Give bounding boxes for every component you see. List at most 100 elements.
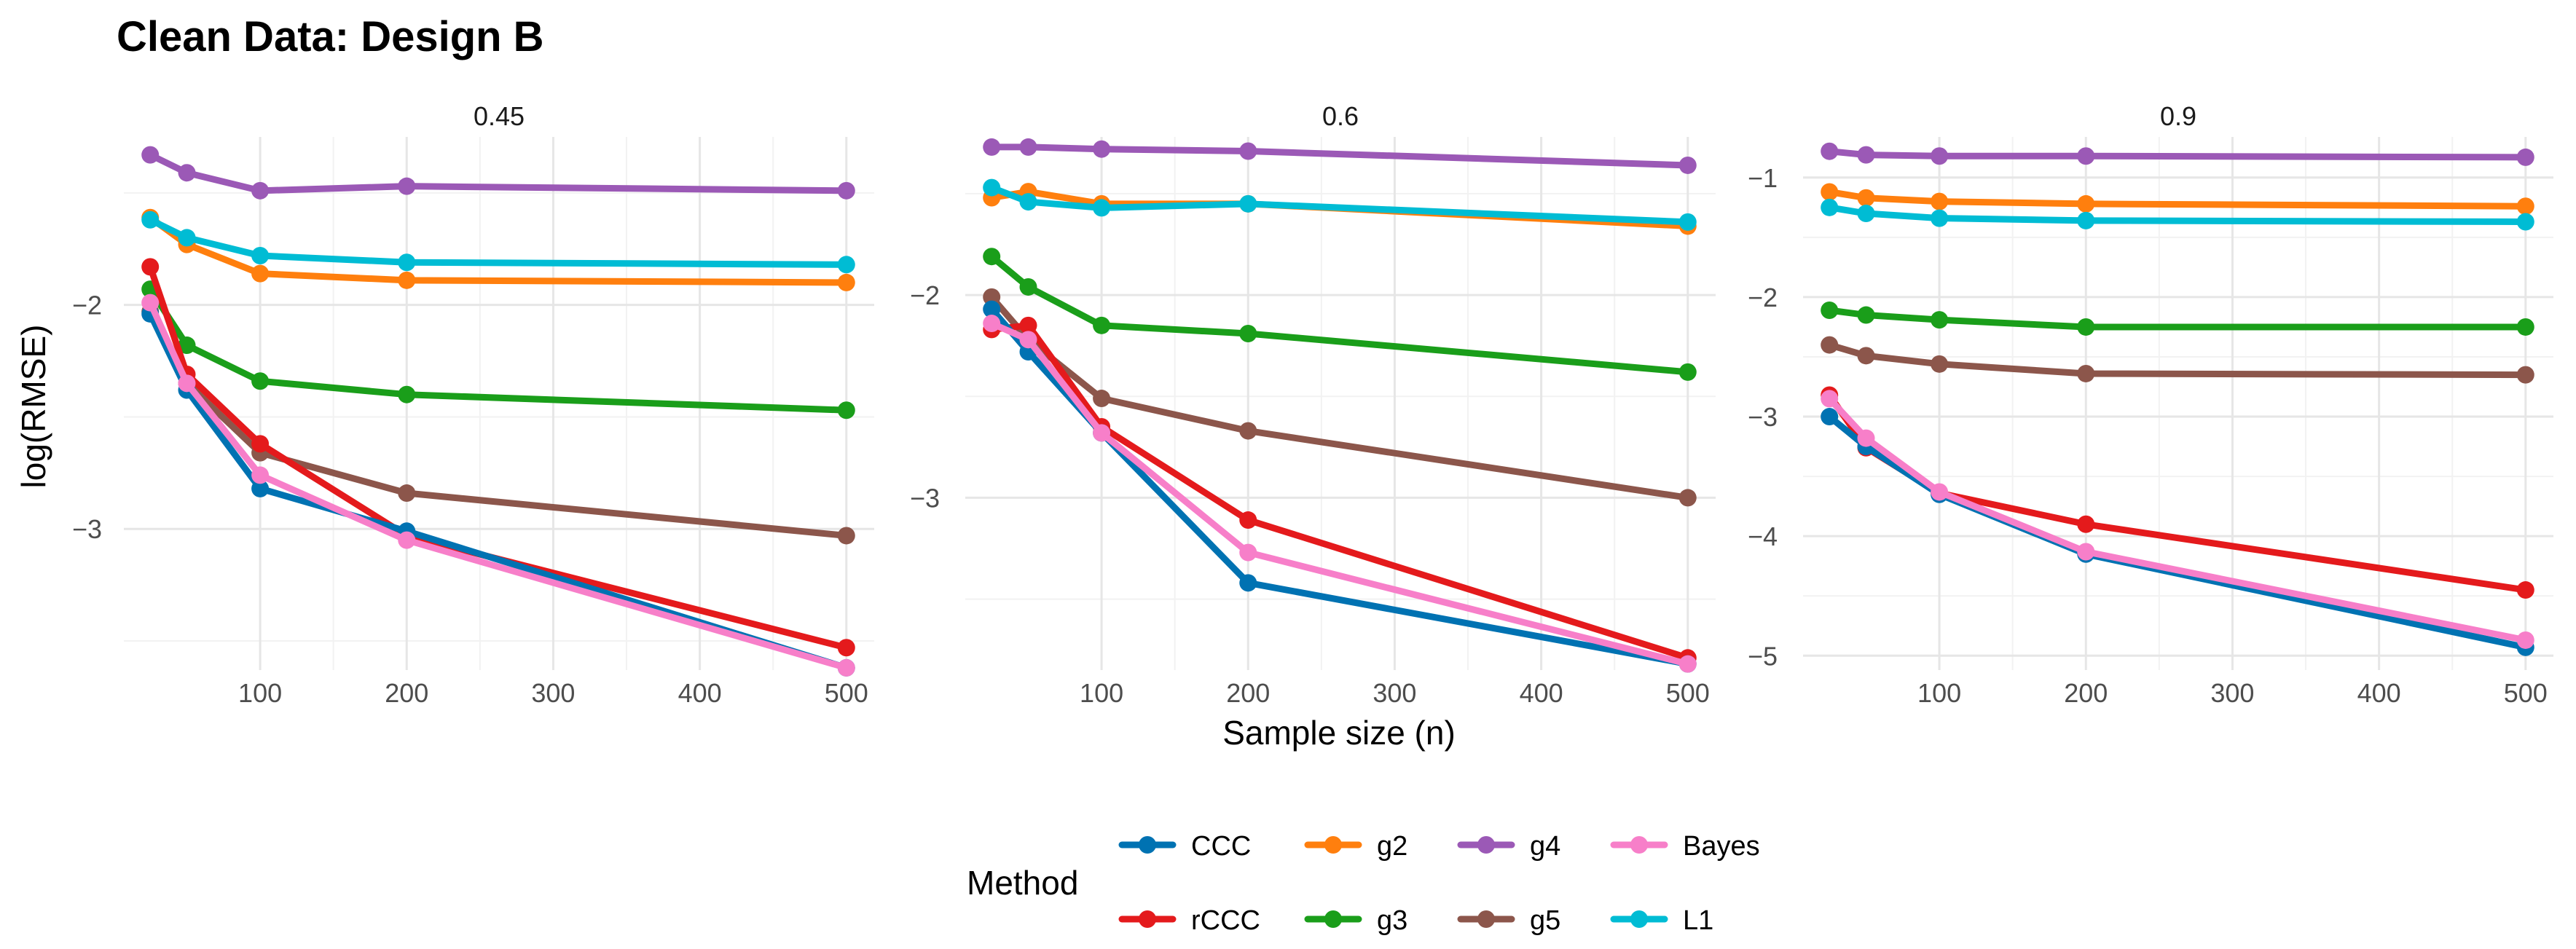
legend-label: CCC <box>1191 831 1251 862</box>
legend-title: Method <box>967 864 1078 902</box>
series-g4 <box>983 138 1697 174</box>
legend-label: g4 <box>1530 831 1560 862</box>
data-point-g3 <box>2516 318 2534 336</box>
data-point-L1 <box>251 247 270 265</box>
data-point-g4 <box>1093 140 1111 158</box>
data-point-g4 <box>1821 142 1839 160</box>
data-point-Bayes <box>1857 429 1875 447</box>
data-point-g5 <box>1093 390 1111 408</box>
x-tick-label: 400 <box>1520 678 1563 708</box>
data-point-g5 <box>398 484 416 503</box>
legend-item-rCCC: rCCC <box>1118 905 1260 936</box>
series-g2 <box>1821 183 2534 216</box>
y-axis-label: log(RMSE) <box>15 325 52 489</box>
x-tick-label: 400 <box>678 678 722 708</box>
x-tick-label: 500 <box>1666 678 1710 708</box>
series-line-rCCC <box>988 322 1692 661</box>
data-point-CCC <box>983 300 1001 318</box>
legend-key-point <box>1630 910 1648 928</box>
data-point-L1 <box>983 178 1001 197</box>
series-L1 <box>141 210 855 274</box>
data-point-g4 <box>1239 142 1257 160</box>
data-point-g3 <box>2077 318 2095 336</box>
data-point-g4 <box>2077 147 2095 165</box>
data-point-g2 <box>251 264 270 283</box>
data-point-L1 <box>1019 193 1037 211</box>
data-point-g3 <box>1239 324 1257 342</box>
series-line-g3 <box>988 253 1692 376</box>
data-point-g3 <box>178 336 196 355</box>
data-point-CCC <box>1821 408 1839 426</box>
data-point-L1 <box>178 229 196 247</box>
panel-0.9: 0.9 100 200 300 400 500 −5 −4 −3 −2 −1 <box>1748 101 2553 708</box>
y-tick-label: −1 <box>1748 163 1778 193</box>
data-point-Bayes <box>837 658 855 677</box>
data-point-L1 <box>1239 194 1257 213</box>
data-point-g5 <box>1239 422 1257 440</box>
data-point-g2 <box>1857 189 1875 207</box>
data-point-g2 <box>1931 192 1949 210</box>
data-point-Bayes <box>141 294 160 312</box>
x-axis-label: Sample size (n) <box>1222 714 1456 752</box>
x-tick-label: 500 <box>825 678 868 708</box>
data-point-Bayes <box>2516 631 2534 649</box>
data-point-g4 <box>1931 147 1949 165</box>
x-tick-label: 300 <box>531 678 575 708</box>
x-tick-label: 100 <box>1080 678 1123 708</box>
data-point-rCCC <box>837 639 855 657</box>
legend-key-point <box>1324 910 1342 928</box>
data-point-Bayes <box>398 531 416 549</box>
series-line-Bayes <box>1826 395 2529 644</box>
legend-label: g2 <box>1377 831 1407 862</box>
series-g4 <box>1821 142 2534 166</box>
legend-label: g3 <box>1377 905 1407 936</box>
panel-label: 0.6 <box>1322 101 1359 131</box>
data-point-g3 <box>1678 363 1697 381</box>
series-rCCC <box>983 316 1697 667</box>
data-point-Bayes <box>1239 543 1257 562</box>
legend-key-point <box>1139 910 1156 928</box>
series-g3 <box>141 280 855 420</box>
series-g4 <box>141 146 855 200</box>
x-tick-label: 100 <box>238 678 282 708</box>
legend-item-g3: g3 <box>1304 905 1407 936</box>
data-point-g5 <box>1857 347 1875 365</box>
data-point-L1 <box>1821 198 1839 216</box>
data-point-g5 <box>1678 489 1697 507</box>
chart-title: Clean Data: Design B <box>117 13 544 60</box>
data-point-L1 <box>2516 213 2534 231</box>
y-tick-label: −5 <box>1748 641 1778 671</box>
data-point-g4 <box>1019 138 1037 156</box>
x-tick-label: 200 <box>385 678 428 708</box>
data-point-CCC <box>1239 574 1257 592</box>
y-tick-label: −3 <box>910 483 940 513</box>
facet-panels: 0.45 100 200 300 400 500 −3 −2 0.6 100 200 300 400 50… <box>72 101 2553 708</box>
data-point-g4 <box>2516 148 2534 166</box>
data-point-g5 <box>837 527 855 545</box>
x-tick-label: 300 <box>2210 678 2254 708</box>
data-point-rCCC <box>1019 316 1037 334</box>
x-tick-label: 200 <box>2064 678 2108 708</box>
data-point-rCCC <box>251 435 270 453</box>
legend-item-g2: g2 <box>1304 831 1407 862</box>
data-point-g3 <box>1019 277 1037 296</box>
y-tick-label: −3 <box>1748 402 1778 432</box>
legend: Method CCC g2 g4 Bayes rCCC g3 g5 L1 <box>967 831 1760 936</box>
series-g5 <box>141 302 855 545</box>
data-point-g3 <box>1093 316 1111 334</box>
legend-key-point <box>1324 836 1342 854</box>
legend-key-point <box>1630 836 1648 854</box>
data-point-g4 <box>141 146 160 164</box>
data-point-rCCC <box>141 258 160 276</box>
data-point-L1 <box>837 256 855 274</box>
series-line-Bayes <box>988 320 1692 668</box>
legend-item-CCC: CCC <box>1118 831 1251 862</box>
data-point-Bayes <box>1821 390 1839 408</box>
data-point-Bayes <box>251 466 270 484</box>
data-point-L1 <box>398 253 416 272</box>
legend-label: L1 <box>1683 905 1713 936</box>
legend-key-point <box>1477 836 1495 854</box>
y-tick-label: −4 <box>1748 521 1778 551</box>
panel-label: 0.9 <box>2160 101 2196 131</box>
data-point-rCCC <box>1239 511 1257 529</box>
